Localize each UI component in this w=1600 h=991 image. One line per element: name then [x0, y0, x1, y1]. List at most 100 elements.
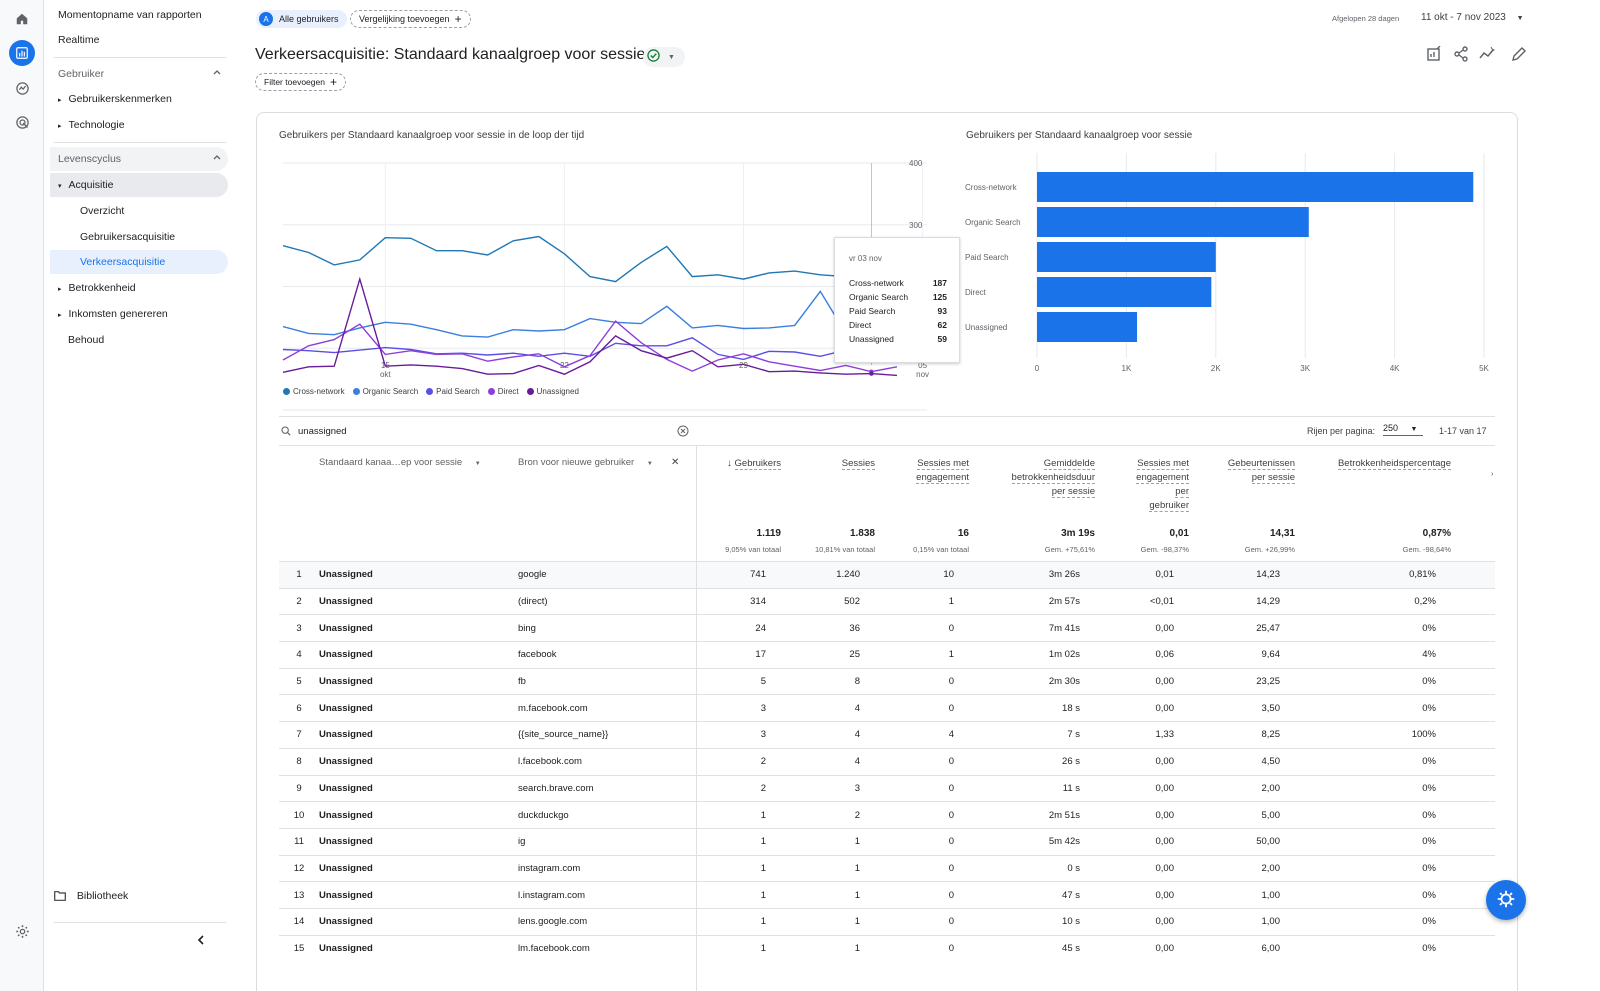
- channel-cell: Unassigned: [319, 827, 518, 856]
- col-sessions-header[interactable]: Sessies: [781, 457, 875, 471]
- col-engaged-sessions-header[interactable]: Sessies met engagement: [875, 457, 969, 485]
- explore-icon[interactable]: [9, 75, 35, 101]
- nav-label: Acquisitie: [68, 179, 114, 191]
- col-label-line: engagement: [916, 472, 969, 484]
- clear-search-icon[interactable]: [677, 425, 689, 440]
- dimension-2-header[interactable]: Bron voor nieuwe gebruiker ▼: [518, 457, 653, 468]
- col-events-header[interactable]: Gebeurtenissen per sessie: [1189, 457, 1295, 485]
- users-cell: 1: [696, 854, 780, 882]
- date-range-picker[interactable]: 11 okt - 7 nov 2023 ▼: [1421, 12, 1524, 23]
- channel-cell: Unassigned: [319, 721, 518, 749]
- nav-traffic-acquisition[interactable]: Verkeersacquisitie: [80, 256, 166, 268]
- nav-user-attributes[interactable]: ▸ Gebruikerskenmerken: [58, 87, 172, 111]
- engagement-rate-cell: 0%: [1294, 801, 1450, 829]
- segment-chip[interactable]: A Alle gebruikers: [256, 10, 347, 28]
- add-filter-button[interactable]: Filter toevoegen +: [255, 73, 346, 91]
- nav-section-user[interactable]: Gebruiker: [58, 62, 222, 86]
- table-row[interactable]: 6 Unassigned m.facebook.com 3 4 0 18 s 0,00 3,50…: [279, 694, 1495, 722]
- engaged-sessions-cell: 0: [874, 801, 968, 829]
- scroll-right-indicator[interactable]: ›: [1491, 471, 1494, 478]
- x-tick-label: 3K: [1300, 364, 1310, 373]
- insights-icon[interactable]: [1479, 46, 1496, 65]
- total-sub: Gem. +75,61%: [1044, 545, 1095, 554]
- table-search-input[interactable]: unassigned: [298, 426, 347, 437]
- segment-label: Alle gebruikers: [279, 14, 339, 24]
- collapse-nav-icon[interactable]: [196, 934, 206, 949]
- dimension-1-header[interactable]: Standaard kanaa…ep voor sessie ▼: [319, 457, 481, 468]
- reports-icon[interactable]: [9, 40, 35, 66]
- table-row[interactable]: 12 Unassigned instagram.com 1 1 0 0 s 0,00 2,00 0…: [279, 854, 1495, 882]
- nav-overview[interactable]: Overzicht: [80, 205, 125, 217]
- folder-icon: [54, 891, 69, 904]
- engagement-rate-cell: 0%: [1294, 881, 1450, 909]
- source-cell: lens.google.com: [518, 907, 697, 936]
- avg-duration-cell: 2m 51s: [968, 801, 1094, 829]
- col-avg-duration-header[interactable]: Gemiddelde betrokkenheidsduur per sessie: [969, 457, 1095, 499]
- channel-cell: Unassigned: [319, 667, 518, 695]
- customize-report-icon[interactable]: [1426, 45, 1442, 65]
- remove-dimension-icon[interactable]: ✕: [671, 457, 680, 468]
- col-engaged-per-user-header[interactable]: Sessies met engagement per gebruiker: [1095, 457, 1189, 513]
- share-icon[interactable]: [1453, 46, 1469, 65]
- bar-chart[interactable]: 0 1K 2K 3K 4K 5K Cross-network Organic Search Pa…: [957, 113, 1497, 383]
- col-users-header[interactable]: ↓ Gebruikers: [697, 457, 781, 471]
- channel-cell: Unassigned: [319, 907, 518, 936]
- table-row[interactable]: 9 Unassigned search.brave.com 2 3 0 11 s 0,00 2,…: [279, 774, 1495, 802]
- users-cell: 2: [696, 747, 780, 775]
- home-icon[interactable]: [9, 6, 35, 32]
- nav-snapshot[interactable]: Momentopname van rapporten: [58, 9, 202, 21]
- engaged-sessions-cell: 4: [874, 721, 968, 749]
- advertising-icon[interactable]: [9, 109, 35, 135]
- table-row[interactable]: 3 Unassigned bing 24 36 0 7m 41s 0,00 25,47 0%: [279, 614, 1495, 642]
- rows-per-page-select[interactable]: 250 ▼: [1383, 423, 1423, 436]
- legend-item[interactable]: Cross-network: [283, 387, 345, 396]
- legend-item[interactable]: Paid Search: [426, 387, 480, 396]
- engaged-per-user-cell: 0,00: [1094, 827, 1188, 856]
- table-row[interactable]: 1 Unassigned google 741 1.240 10 3m 26s 0,01 14,…: [279, 561, 1495, 589]
- bar: [1037, 242, 1216, 272]
- nav-technology[interactable]: ▸ Technologie: [58, 113, 125, 137]
- table-row[interactable]: 5 Unassigned fb 5 8 0 2m 30s 0,00 23,25 0%: [279, 667, 1495, 695]
- table-row[interactable]: 7 Unassigned {{site_source_name}} 3 4 4 7 s 1,3…: [279, 721, 1495, 749]
- col-engagement-rate-header[interactable]: Betrokkenheidspercentage: [1295, 457, 1451, 471]
- edit-pencil-icon[interactable]: [1511, 46, 1527, 65]
- add-comparison-button[interactable]: Vergelijking toevoegen +: [350, 10, 471, 28]
- table-row[interactable]: 11 Unassigned ig 1 1 0 5m 42s 0,00 50,00 0%: [279, 827, 1495, 856]
- col-label-line: Gemiddelde: [1043, 458, 1095, 470]
- table-row[interactable]: 10 Unassigned duckduckgo 1 2 0 2m 51s 0,00 5,00 0…: [279, 801, 1495, 829]
- assistant-fab-button[interactable]: [1486, 880, 1526, 920]
- events-per-session-cell: 1,00: [1188, 907, 1294, 936]
- table-row[interactable]: 13 Unassigned l.instagram.com 1 1 0 47 s 0,00 1,…: [279, 881, 1495, 909]
- legend-item[interactable]: Direct: [487, 387, 519, 396]
- table-row[interactable]: 4 Unassigned facebook 17 25 1 1m 02s 0,06 9,64 4%: [279, 641, 1495, 669]
- avg-duration-cell: 45 s: [968, 934, 1094, 962]
- settings-icon[interactable]: [9, 918, 35, 944]
- row-index: 10: [279, 801, 319, 829]
- nav-engagement[interactable]: ▸ Betrokkenheid: [58, 276, 136, 300]
- table-row[interactable]: 2 Unassigned (direct) 314 502 1 2m 57s <0,01 14,…: [279, 587, 1495, 615]
- section-label: Levenscyclus: [58, 153, 122, 165]
- bar: [1037, 312, 1138, 342]
- table-row[interactable]: 14 Unassigned lens.google.com 1 1 0 10 s 0,00 1,…: [279, 907, 1495, 936]
- total-sub: Gem. -98,37%: [1140, 545, 1189, 554]
- nav-section-lifecycle[interactable]: Levenscyclus: [58, 147, 222, 171]
- x-tick-label: 05: [918, 361, 927, 370]
- x-tick-label: 29: [739, 361, 748, 370]
- legend-item[interactable]: Unassigned: [526, 387, 579, 396]
- nav-library[interactable]: Bibliotheek: [54, 884, 128, 908]
- series-line-direct: [282, 320, 898, 373]
- nav-acquisition[interactable]: ▾ Acquisitie: [58, 173, 113, 197]
- nav-user-acquisition[interactable]: Gebruikersacquisitie: [80, 231, 176, 243]
- nav-monetization[interactable]: ▸ Inkomsten genereren: [58, 302, 168, 326]
- title-status-dropdown[interactable]: ▼: [643, 47, 685, 67]
- engaged-per-user-cell: 0,00: [1094, 934, 1188, 962]
- nav-realtime[interactable]: Realtime: [58, 34, 100, 46]
- events-per-session-cell: 2,00: [1188, 854, 1294, 882]
- rows-per-page-label: Rijen per pagina:: [1307, 426, 1376, 436]
- nav-retention[interactable]: Behoud: [68, 334, 105, 346]
- legend-item[interactable]: Organic Search: [352, 387, 418, 396]
- table-row[interactable]: 15 Unassigned lm.facebook.com 1 1 0 45 s 0,00 6,…: [279, 934, 1495, 962]
- sessions-cell: 3: [780, 774, 874, 802]
- divider: [54, 922, 226, 923]
- table-row[interactable]: 8 Unassigned l.facebook.com 2 4 0 26 s 0,00 4,50…: [279, 747, 1495, 775]
